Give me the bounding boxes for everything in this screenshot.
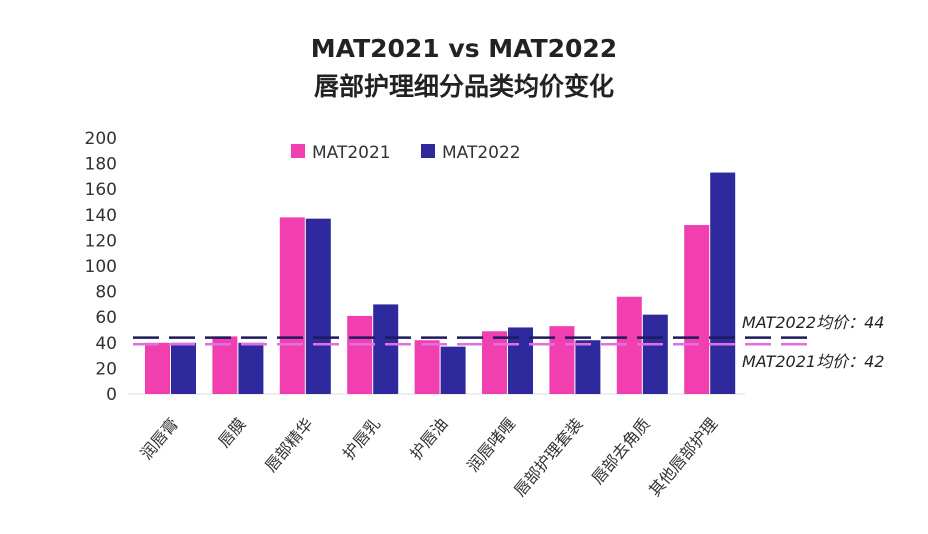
bar-mat2021-2	[279, 217, 305, 394]
bar-mat2021-5	[482, 331, 507, 394]
legend-label-mat2022: MAT2022	[442, 143, 521, 163]
bar-mat2022-3	[373, 304, 399, 394]
x-tick-label: 唇部去角质	[588, 414, 654, 488]
y-tick-label: 100	[85, 257, 117, 277]
legend-label-mat2021: MAT2021	[312, 143, 391, 163]
legend-swatch-mat2021	[291, 144, 305, 158]
x-tick-label: 其他唇部护理	[645, 414, 721, 500]
x-tick-label: 唇膜	[214, 414, 249, 451]
avg-label-1: MAT2021均价：42	[742, 352, 884, 371]
y-tick-label: 160	[85, 180, 117, 200]
x-tick-label: 润唇膏	[137, 414, 182, 463]
bar-mat2021-4	[414, 340, 440, 394]
bar-mat2022-7	[642, 314, 668, 394]
x-tick-label: 护唇乳	[339, 414, 384, 463]
title-line-2: 唇部护理细分品类均价变化	[313, 72, 614, 101]
y-tick-label: 120	[85, 231, 117, 251]
bar-mat2022-4	[440, 346, 466, 394]
x-tick-label: 唇部护理套装	[510, 414, 586, 500]
bar-mat2022-2	[305, 218, 331, 394]
bar-mat2022-1	[238, 342, 264, 394]
legend: MAT2021 MAT2022	[291, 143, 521, 163]
avg-label-0: MAT2022均价：44	[742, 313, 884, 332]
x-tick-label: 护唇油	[406, 414, 451, 463]
y-tick-label: 180	[85, 155, 117, 175]
bar-mat2021-1	[212, 336, 238, 394]
x-tick-label: 润唇啫喱	[463, 414, 519, 475]
bars	[145, 172, 736, 394]
legend-swatch-mat2022	[421, 144, 435, 158]
y-tick-label: 80	[95, 283, 117, 303]
bar-mat2021-3	[347, 315, 373, 394]
bar-mat2021-0	[145, 342, 170, 394]
bar-mat2022-6	[575, 340, 601, 394]
y-tick-label: 20	[95, 359, 117, 379]
chart-title: MAT2021 vs MAT2022 唇部护理细分品类均价变化	[0, 30, 928, 106]
y-tick-label: 200	[85, 129, 117, 149]
y-axis: 0 20 40 60 80 100 120 140 160 180 200	[85, 129, 745, 405]
bar-mat2021-6	[549, 326, 575, 394]
bar-mat2022-0	[171, 342, 196, 394]
reference-lines: MAT2022均价：44 MAT2021均价：42	[133, 313, 884, 371]
y-tick-label: 0	[106, 385, 117, 405]
x-tick-label: 唇部精华	[261, 414, 317, 475]
y-tick-label: 60	[95, 308, 117, 328]
y-tick-label: 140	[85, 206, 117, 226]
bar-mat2021-8	[684, 225, 710, 394]
bar-mat2022-8	[710, 172, 736, 394]
y-tick-label: 40	[95, 334, 117, 354]
title-line-1: MAT2021 vs MAT2022	[310, 34, 618, 63]
